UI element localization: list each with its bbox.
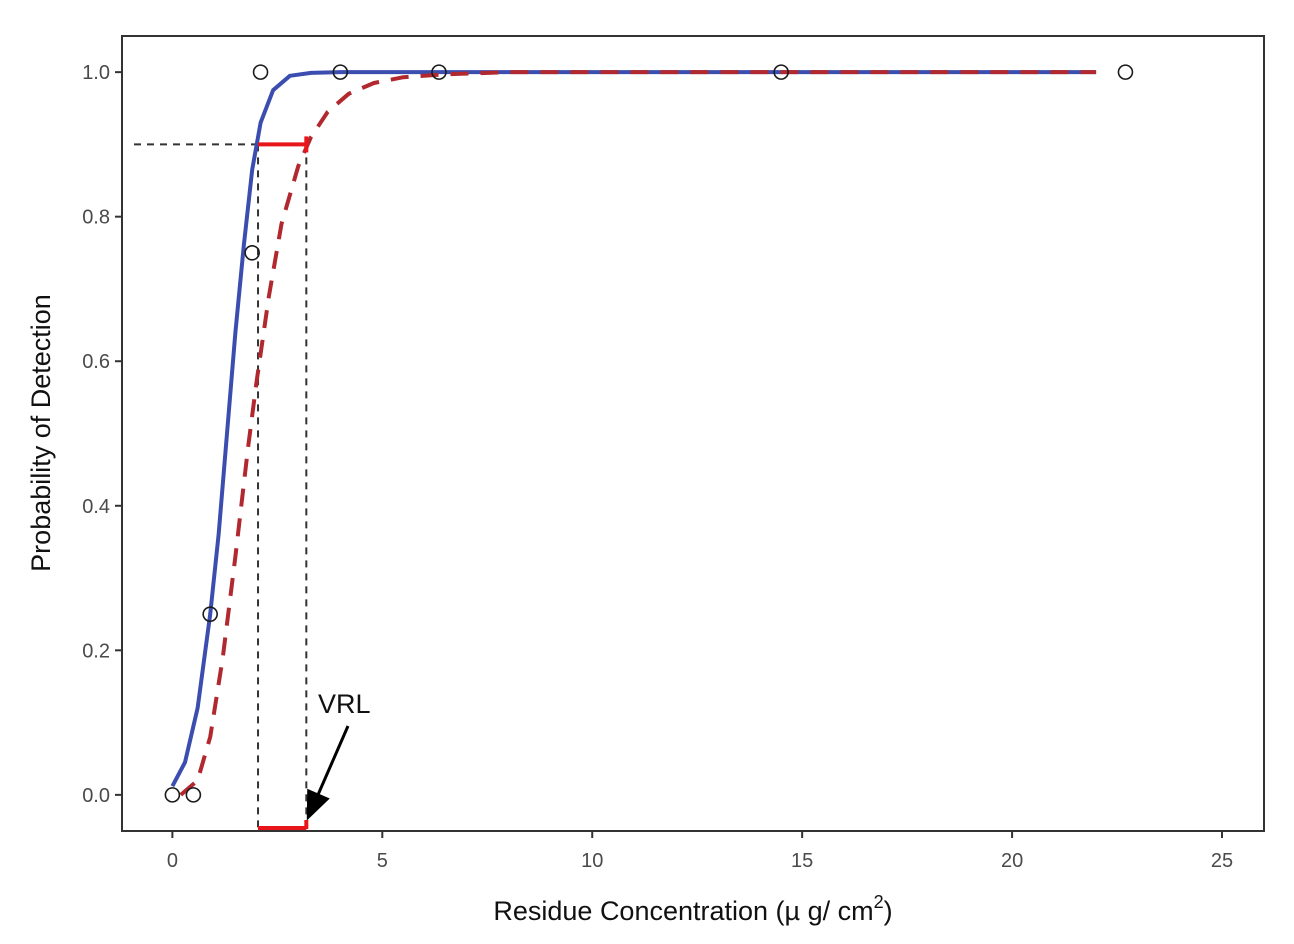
data-point bbox=[202, 606, 218, 622]
x-axis-title: Residue Concentration (µ g/ cm2) bbox=[493, 892, 892, 926]
y-tick-label: 0.6 bbox=[82, 351, 110, 373]
data-point bbox=[252, 64, 269, 80]
solid-curve bbox=[170, 70, 1097, 788]
y-tick-label: 1.0 bbox=[82, 62, 110, 84]
y-tick-label: 0.8 bbox=[82, 207, 110, 229]
data-point bbox=[332, 64, 349, 80]
fitted-curves bbox=[170, 70, 1097, 797]
y-axis-title: Probability of Detection bbox=[26, 294, 56, 572]
interval-bars bbox=[258, 136, 309, 830]
x-tick-label: 0 bbox=[167, 850, 178, 872]
x-tick-label: 20 bbox=[1001, 850, 1023, 872]
reference-lines bbox=[134, 143, 308, 829]
annotation: VRL bbox=[306, 689, 371, 821]
data-points bbox=[164, 64, 1134, 803]
x-tick-label: 25 bbox=[1211, 850, 1233, 872]
dashed-curve bbox=[179, 70, 1097, 797]
y-tick-label: 0.2 bbox=[82, 640, 110, 662]
y-axis: 0.0 0.2 0.4 0.6 0.8 1.0 bbox=[82, 62, 122, 807]
data-point bbox=[244, 245, 260, 261]
data-point bbox=[185, 787, 202, 803]
x-tick-label: 10 bbox=[581, 850, 603, 872]
x-axis: 0 5 10 15 20 25 bbox=[167, 831, 1233, 872]
x-tick-label: 5 bbox=[377, 850, 388, 872]
y-tick-label: 0.4 bbox=[82, 496, 110, 518]
data-point bbox=[1117, 64, 1134, 80]
plot-panel bbox=[121, 35, 1265, 832]
data-point bbox=[431, 64, 447, 80]
y-tick-label: 0.0 bbox=[82, 785, 110, 807]
x-tick-label: 15 bbox=[791, 850, 813, 872]
vrl-label: VRL bbox=[318, 689, 371, 719]
data-point bbox=[773, 64, 789, 80]
vrl-arrow bbox=[306, 725, 350, 821]
data-point bbox=[164, 787, 181, 803]
